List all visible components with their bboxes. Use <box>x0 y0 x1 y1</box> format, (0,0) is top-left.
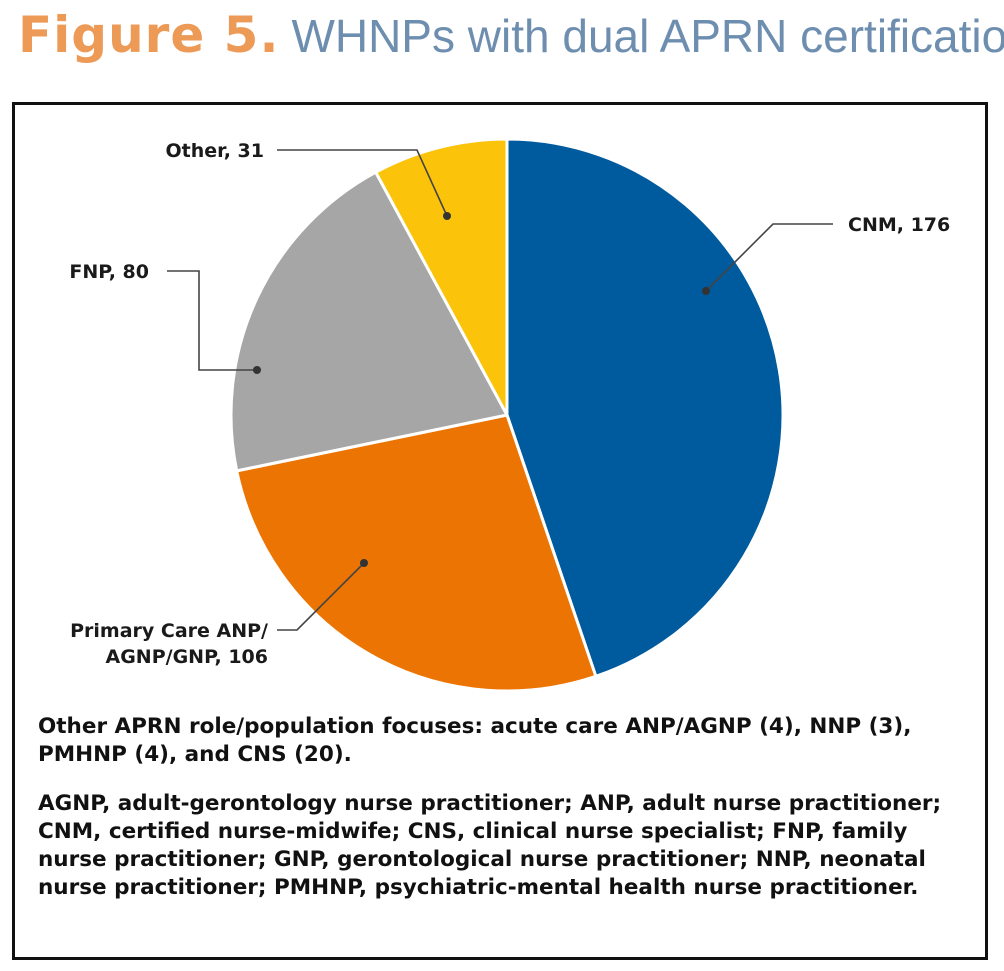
figure-subtitle: WHNPs with dual APRN certification <box>291 10 1004 62</box>
pie-slices <box>229 137 785 693</box>
figure-label: Figure 5. <box>18 6 280 64</box>
callout-line-other <box>277 149 448 217</box>
pie-slice-other <box>374 137 509 417</box>
pie-slice-primary-care-anp-agnp-gnp <box>235 413 598 693</box>
pie-callouts: CNM, 176 Primary Care ANP/AGNP/GNP, 106 FN… <box>69 140 950 668</box>
callout-label-primary-care-anp-agnp-gnp-line-2: AGNP/GNP, 106 <box>106 646 269 668</box>
callout-line-primary-care-anp-agnp-gnp <box>277 562 365 631</box>
callout-dot-primary-care-anp-agnp-gnp <box>360 559 368 567</box>
callout-label-other: Other, 31 <box>166 140 265 162</box>
callout-label-primary-care-anp-agnp-gnp-line-1: Primary Care ANP/ <box>70 620 268 642</box>
other-focuses-note: Other APRN role/population focuses: acut… <box>38 714 912 767</box>
figure-title: Figure 5. WHNPs with dual APRN certifica… <box>18 6 1004 86</box>
callout-dot-other <box>443 212 451 220</box>
callout-line-fnp <box>167 270 257 371</box>
callout-line-cnm <box>705 223 833 292</box>
pie-slice-cnm <box>505 137 785 678</box>
callout-dot-cnm <box>702 287 710 295</box>
abbreviations-note: AGNP, adult-gerontology nurse practition… <box>38 791 942 900</box>
figure-frame <box>12 102 988 960</box>
callout-label-cnm: CNM, 176 <box>848 214 950 236</box>
callout-label-fnp: FNP, 80 <box>69 261 149 283</box>
pie-slice-fnp <box>229 170 509 473</box>
callout-dot-fnp <box>253 366 261 374</box>
